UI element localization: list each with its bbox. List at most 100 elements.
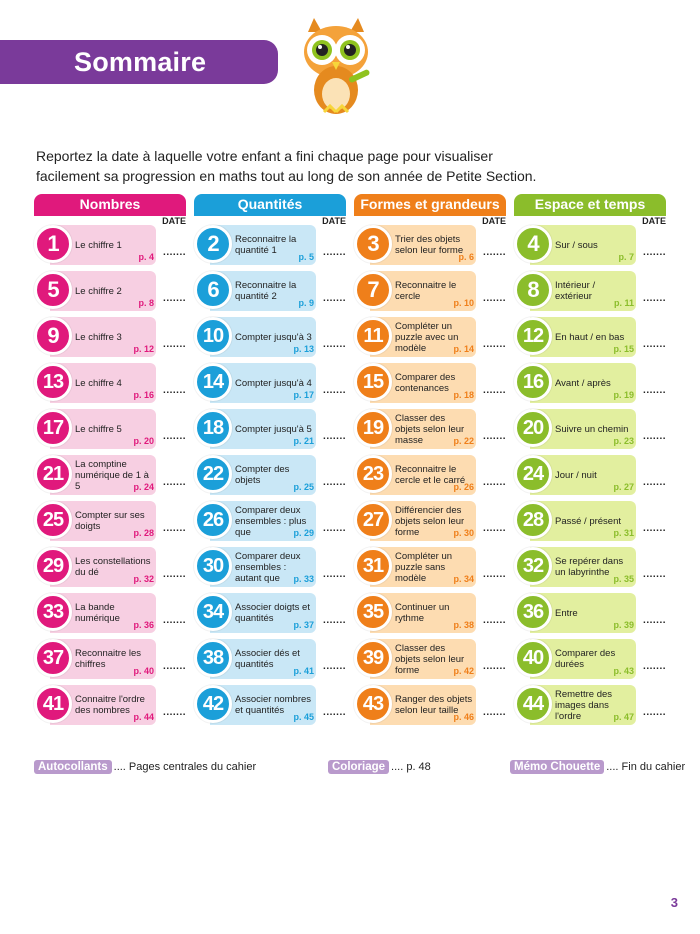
- number-badge: 6: [194, 271, 232, 309]
- page-reference: p. 4: [138, 252, 154, 262]
- list-item: 1 Le chiffre 1 p. 4.......: [34, 222, 186, 265]
- date-field[interactable]: .......: [163, 477, 186, 488]
- item-label: Le chiffre 4: [75, 377, 122, 389]
- date-field[interactable]: .......: [323, 385, 346, 396]
- item-label: Compter jusqu'à 3: [235, 331, 312, 343]
- date-field[interactable]: .......: [483, 569, 506, 580]
- item-label: Compter sur ses doigts: [75, 510, 145, 532]
- list-item: 5 Le chiffre 2 p. 8.......: [34, 268, 186, 311]
- page-reference: p. 9: [298, 298, 314, 308]
- item-label: Compter des objets: [235, 464, 290, 486]
- number-badge: 17: [34, 409, 72, 447]
- date-field[interactable]: .......: [483, 385, 506, 396]
- date-field[interactable]: .......: [643, 385, 666, 396]
- item-label: Reconnaitre la quantité 2: [235, 280, 297, 302]
- date-field[interactable]: .......: [163, 339, 186, 350]
- list-item: 9 Le chiffre 3 p. 12.......: [34, 314, 186, 357]
- page-reference: p. 36: [133, 620, 154, 630]
- item-label: Le chiffre 5: [75, 423, 122, 435]
- page-number: 3: [670, 895, 678, 910]
- date-field[interactable]: .......: [163, 247, 186, 258]
- date-field[interactable]: .......: [163, 707, 186, 718]
- list-item: 16 Avant / après p. 19.......: [514, 360, 666, 403]
- date-field[interactable]: .......: [163, 661, 186, 672]
- item-label: Comparer des durées: [555, 648, 616, 670]
- list-item: 22 Compter des objets p. 25.......: [194, 452, 346, 495]
- date-field[interactable]: .......: [643, 523, 666, 534]
- number-badge: 37: [34, 639, 72, 677]
- page-reference: p. 44: [133, 712, 154, 722]
- date-field[interactable]: .......: [483, 661, 506, 672]
- page-reference: p. 7: [618, 252, 634, 262]
- date-field[interactable]: .......: [323, 523, 346, 534]
- number-badge: 22: [194, 455, 232, 493]
- date-field[interactable]: .......: [323, 247, 346, 258]
- owl-mascot-icon: [304, 18, 370, 114]
- page-reference: p. 22: [453, 436, 474, 446]
- number-badge: 13: [34, 363, 72, 401]
- date-field[interactable]: .......: [643, 707, 666, 718]
- date-field[interactable]: .......: [643, 569, 666, 580]
- item-label: Compter jusqu'à 5: [235, 423, 312, 435]
- date-field[interactable]: .......: [483, 707, 506, 718]
- date-field[interactable]: .......: [483, 339, 506, 350]
- date-field[interactable]: .......: [163, 431, 186, 442]
- number-badge: 39: [354, 639, 392, 677]
- list-item: 25 Compter sur ses doigts p. 28.......: [34, 498, 186, 541]
- date-field[interactable]: .......: [643, 615, 666, 626]
- date-field[interactable]: .......: [323, 707, 346, 718]
- date-field[interactable]: .......: [643, 247, 666, 258]
- date-field[interactable]: .......: [163, 569, 186, 580]
- date-field[interactable]: .......: [323, 477, 346, 488]
- date-field[interactable]: .......: [483, 293, 506, 304]
- date-field[interactable]: .......: [643, 661, 666, 672]
- item-label: La bande numérique: [75, 602, 120, 624]
- date-field[interactable]: .......: [483, 431, 506, 442]
- date-field[interactable]: .......: [483, 523, 506, 534]
- list-item: 3 Trier des objets selon leur forme p. 6..…: [354, 222, 506, 265]
- date-field[interactable]: .......: [643, 431, 666, 442]
- page-reference: p. 32: [133, 574, 154, 584]
- number-badge: 4: [514, 225, 552, 263]
- item-label: Classer des objets selon leur forme: [395, 642, 465, 676]
- list-item: 40 Comparer des durées p. 43.......: [514, 636, 666, 679]
- date-field[interactable]: .......: [643, 477, 666, 488]
- date-field[interactable]: .......: [163, 523, 186, 534]
- number-badge: 30: [194, 547, 232, 585]
- date-field[interactable]: .......: [483, 477, 506, 488]
- date-field[interactable]: .......: [643, 293, 666, 304]
- page-title: Sommaire: [74, 47, 207, 77]
- list-item: 11 Compléter un puzzle avec un modèle p. 1…: [354, 314, 506, 357]
- date-field[interactable]: .......: [163, 293, 186, 304]
- date-field[interactable]: .......: [483, 247, 506, 258]
- item-label: Reconnaitre le cercle et le carré: [395, 464, 466, 486]
- number-badge: 29: [34, 547, 72, 585]
- memo-tag: Mémo Chouette: [510, 760, 605, 774]
- item-label: Connaitre l'ordre des nombres: [75, 694, 145, 716]
- date-field[interactable]: .......: [483, 615, 506, 626]
- page-reference: p. 35: [613, 574, 634, 584]
- item-label: Différencier des objets selon leur forme: [395, 504, 465, 538]
- page-reference: p. 14: [453, 344, 474, 354]
- number-badge: 25: [34, 501, 72, 539]
- date-field[interactable]: .......: [323, 661, 346, 672]
- date-field[interactable]: .......: [163, 615, 186, 626]
- date-field[interactable]: .......: [323, 431, 346, 442]
- date-field[interactable]: .......: [323, 293, 346, 304]
- page-reference: p. 19: [613, 390, 634, 400]
- list-item: 18 Compter jusqu'à 5 p. 21.......: [194, 406, 346, 449]
- number-badge: 10: [194, 317, 232, 355]
- column-header: Formes et grandeurs: [354, 194, 506, 216]
- date-field[interactable]: .......: [163, 385, 186, 396]
- page-reference: p. 33: [293, 574, 314, 584]
- date-field[interactable]: .......: [323, 569, 346, 580]
- date-field[interactable]: .......: [323, 339, 346, 350]
- date-field[interactable]: .......: [323, 615, 346, 626]
- page-reference: p. 45: [293, 712, 314, 722]
- item-label: Avant / après: [555, 377, 611, 389]
- list-item: 31 Compléter un puzzle sans modèle p. 34..…: [354, 544, 506, 587]
- number-badge: 35: [354, 593, 392, 631]
- number-badge: 44: [514, 685, 552, 723]
- date-field[interactable]: .......: [643, 339, 666, 350]
